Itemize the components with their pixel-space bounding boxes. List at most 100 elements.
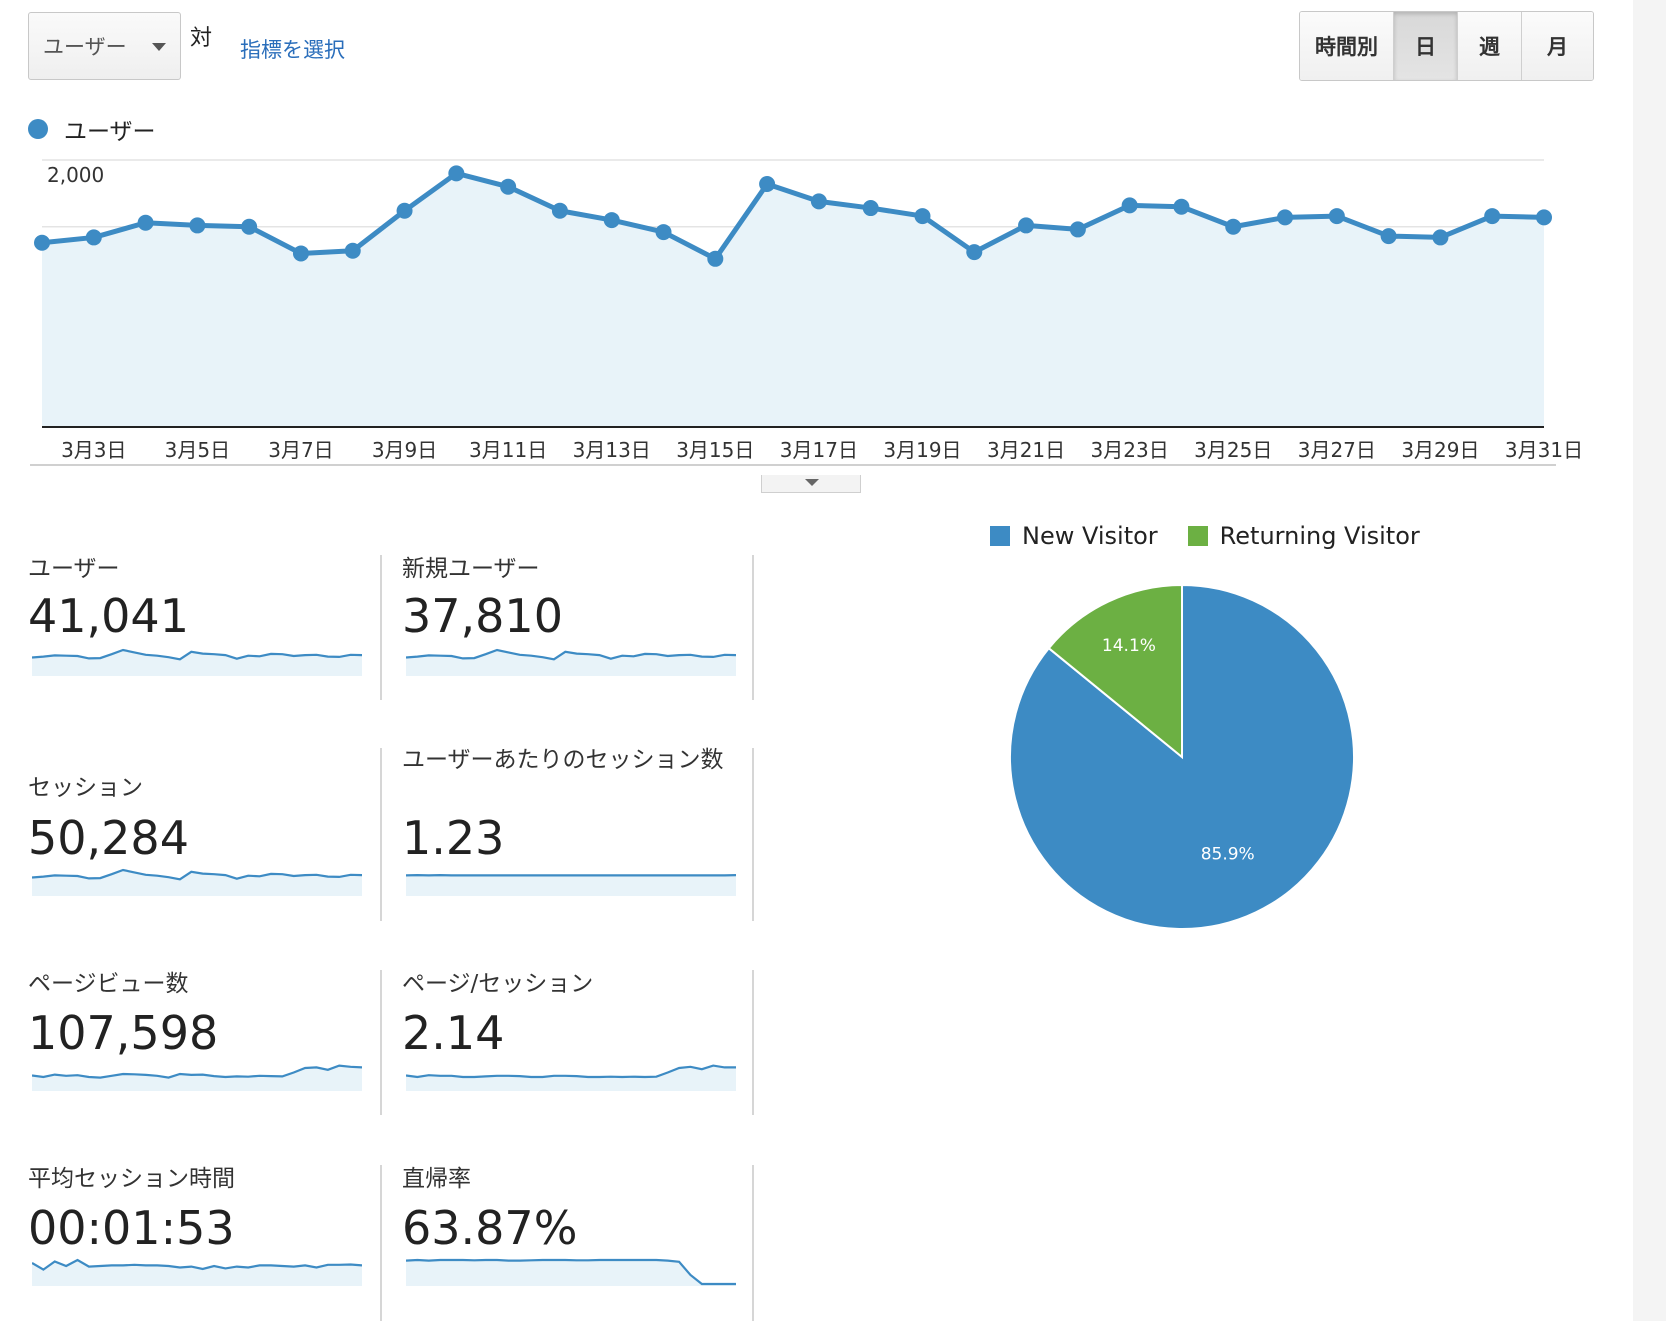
metric-value: 00:01:53 [28,1201,235,1255]
pie-legend-label: Returning Visitor [1219,522,1420,550]
data-point[interactable] [292,245,309,262]
x-tick-label: 3月9日 [372,438,437,462]
x-tick-label: 3月25日 [1194,438,1272,462]
period-button-day[interactable]: 日 [1393,12,1457,80]
metric-value: 2.14 [402,1006,505,1060]
pie-legend-label: New Visitor [1022,522,1158,550]
data-point[interactable] [1121,197,1138,214]
y-tick-label: 2,000 [47,163,104,187]
metric-value: 50,284 [28,811,189,865]
data-point[interactable] [707,250,724,267]
sparkline-area [32,650,362,676]
data-point[interactable] [810,193,827,210]
period-button-month[interactable]: 月 [1521,12,1593,80]
data-point[interactable] [1328,208,1345,225]
data-point[interactable] [655,224,672,241]
tile-divider [752,1165,754,1321]
data-point[interactable] [396,202,413,219]
data-point[interactable] [1069,221,1086,238]
data-point[interactable] [914,208,931,225]
chart-collapse-handle[interactable] [761,475,861,493]
data-point[interactable] [189,217,206,234]
x-tick-label: 3月13日 [573,438,651,462]
metric-sparkline [32,1064,362,1091]
pie-slice[interactable] [1047,583,1183,760]
x-tick-label: 3月21日 [987,438,1065,462]
metric-label: 新規ユーザー [402,556,540,582]
data-point[interactable] [241,218,258,235]
data-point[interactable] [344,242,361,259]
x-tick-label: 3月11日 [469,438,547,462]
data-point[interactable] [137,214,154,231]
metric-label: セッション [28,775,143,801]
pie-legend: New Visitor Returning Visitor [990,522,1420,550]
metric-sparkline [406,1258,736,1286]
metric-label: ユーザー [28,556,120,582]
pie-legend-item-new: New Visitor [990,522,1158,550]
sparkline-line [406,648,736,661]
data-point[interactable] [1484,208,1501,225]
data-point[interactable] [603,212,620,229]
sparkline-line [32,1258,362,1271]
tile-divider [752,748,754,921]
data-point[interactable] [966,244,983,261]
data-point[interactable] [448,165,465,182]
x-tick-label: 3月5日 [165,438,230,462]
tile-divider [752,970,754,1115]
x-tick-label: 3月31日 [1505,438,1583,462]
data-point[interactable] [85,229,102,246]
visitor-type-pie-chart: 85.9% 14.1% [1010,583,1355,930]
x-tick-label: 3月15日 [676,438,754,462]
data-point[interactable] [500,178,517,195]
chevron-down-icon [152,43,166,51]
x-tick-label: 3月19日 [883,438,961,462]
chevron-down-icon [805,479,819,486]
metric-sparkline [32,868,362,896]
sparkline-area [32,1260,362,1286]
metric-label: ページビュー数 [28,971,189,997]
x-tick-label: 3月27日 [1298,438,1376,462]
data-point[interactable] [1277,209,1294,226]
metric-value: 1.23 [402,811,505,865]
data-point[interactable] [759,176,776,193]
sparkline-area [406,875,736,896]
data-point[interactable] [551,202,568,219]
metric-select-label: ユーザー [43,35,127,59]
legend-swatch [990,526,1010,546]
data-point[interactable] [1018,217,1035,234]
metric-value: 107,598 [28,1006,219,1060]
metric-sparkline [406,873,736,896]
legend-swatch [28,119,48,139]
sparkline-line [406,1064,736,1079]
sparkline-line [32,648,362,661]
data-point[interactable] [1380,228,1397,245]
metric-value: 63.87% [402,1201,578,1255]
x-tick-label: 3月17日 [780,438,858,462]
data-point[interactable] [1536,209,1552,226]
data-point[interactable] [1432,229,1449,246]
legend-label: ユーザー [64,119,156,145]
metric-label: 直帰率 [402,1166,471,1192]
data-point[interactable] [862,200,879,217]
pie-slice-label: 85.9% [1201,844,1255,864]
users-line-chart: 2,0001,0003月3日3月5日3月7日3月9日3月11日3月13日3月15… [30,159,1583,466]
pie-slice[interactable] [1010,583,1355,930]
tile-divider [380,748,382,921]
series-area [42,173,1544,427]
pie-legend-item-returning: Returning Visitor [1187,522,1420,550]
metric-sparkline [406,648,736,676]
period-button-hourly[interactable]: 時間別 [1300,12,1393,80]
sparkline-area [32,1065,362,1091]
data-point[interactable] [34,234,50,251]
sparkline-area [406,650,736,676]
data-point[interactable] [1225,218,1242,235]
data-point[interactable] [1173,198,1190,215]
vs-label: 対 [190,26,213,51]
metric-sparkline [406,1064,736,1091]
period-button-week[interactable]: 週 [1457,12,1521,80]
period-toggle-group: 時間別 日 週 月 [1299,11,1594,81]
select-metric-link[interactable]: 指標を選択 [240,38,345,62]
tile-divider [380,970,382,1115]
metric-select-dropdown[interactable]: ユーザー [28,12,181,80]
metric-label: ページ/セッション [402,971,594,997]
